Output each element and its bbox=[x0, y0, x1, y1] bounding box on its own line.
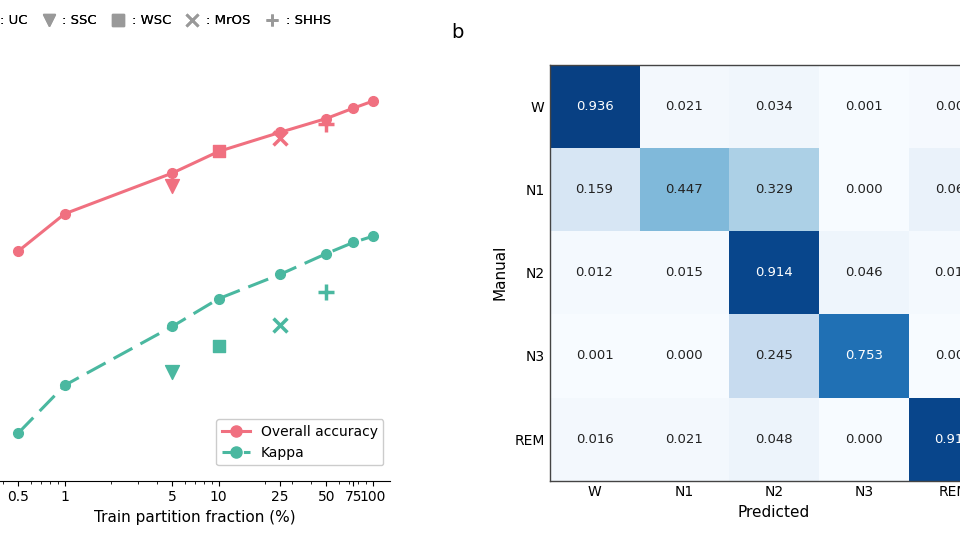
Text: 0.447: 0.447 bbox=[665, 183, 703, 196]
Text: b: b bbox=[451, 23, 464, 42]
Point bbox=[165, 368, 180, 376]
Text: 0.159: 0.159 bbox=[576, 183, 613, 196]
Text: 0.008: 0.008 bbox=[935, 100, 960, 113]
Y-axis label: Manual: Manual bbox=[492, 245, 508, 300]
Text: 0.914: 0.914 bbox=[756, 266, 793, 279]
Text: 0.012: 0.012 bbox=[576, 266, 613, 279]
Text: 0.936: 0.936 bbox=[576, 100, 613, 113]
Text: 0.048: 0.048 bbox=[756, 433, 793, 446]
Text: 0.000: 0.000 bbox=[845, 433, 882, 446]
Text: 0.021: 0.021 bbox=[665, 433, 704, 446]
Text: 0.016: 0.016 bbox=[576, 433, 613, 446]
Point bbox=[273, 320, 288, 329]
Point bbox=[165, 182, 180, 191]
Text: 0.034: 0.034 bbox=[756, 100, 793, 113]
Text: 0.015: 0.015 bbox=[665, 266, 704, 279]
Point bbox=[211, 147, 227, 156]
Text: 0.046: 0.046 bbox=[845, 266, 882, 279]
X-axis label: Predicted: Predicted bbox=[738, 505, 810, 520]
Text: 0.000: 0.000 bbox=[665, 349, 703, 362]
Text: 0.915: 0.915 bbox=[935, 433, 960, 446]
X-axis label: Train partition fraction (%): Train partition fraction (%) bbox=[94, 510, 296, 525]
Text: 0.329: 0.329 bbox=[756, 183, 793, 196]
Legend: : UC, : SSC, : WSC, : MrOS, : SHHS: : UC, : SSC, : WSC, : MrOS, : SHHS bbox=[0, 9, 336, 32]
Point bbox=[319, 119, 334, 128]
Text: 0.013: 0.013 bbox=[935, 266, 960, 279]
Text: 0.021: 0.021 bbox=[665, 100, 704, 113]
Point bbox=[211, 342, 227, 350]
Point bbox=[273, 134, 288, 143]
Text: 0.001: 0.001 bbox=[935, 349, 960, 362]
Text: 0.001: 0.001 bbox=[576, 349, 613, 362]
Point bbox=[319, 287, 334, 296]
Text: 0.245: 0.245 bbox=[756, 349, 793, 362]
Text: 0.000: 0.000 bbox=[845, 183, 882, 196]
Text: 0.065: 0.065 bbox=[935, 183, 960, 196]
Text: 0.001: 0.001 bbox=[845, 100, 882, 113]
Text: 0.753: 0.753 bbox=[845, 349, 883, 362]
